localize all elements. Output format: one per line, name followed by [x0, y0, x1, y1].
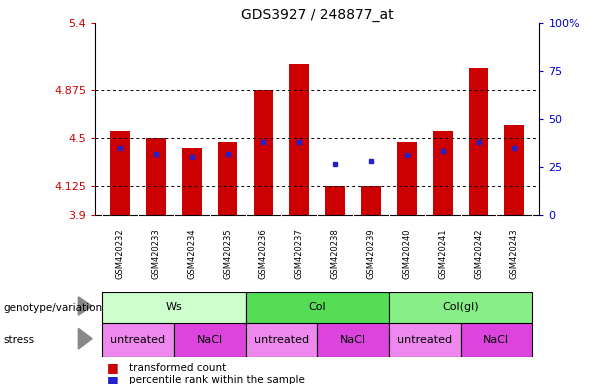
- Bar: [289, 64, 309, 215]
- Text: NaCl: NaCl: [484, 335, 509, 345]
- Bar: [102, 323, 174, 357]
- Text: ■: ■: [107, 361, 119, 374]
- Text: untreated: untreated: [110, 335, 166, 345]
- Bar: [254, 90, 273, 215]
- Text: GSM420238: GSM420238: [330, 228, 340, 279]
- Title: GDS3927 / 248877_at: GDS3927 / 248877_at: [241, 8, 394, 22]
- Text: NaCl: NaCl: [197, 335, 223, 345]
- Bar: [389, 292, 532, 323]
- Bar: [318, 323, 389, 357]
- Text: GSM420241: GSM420241: [438, 228, 447, 279]
- Text: GSM420236: GSM420236: [259, 228, 268, 279]
- Text: GSM420237: GSM420237: [295, 228, 304, 279]
- Text: NaCl: NaCl: [340, 335, 366, 345]
- Bar: [182, 149, 202, 215]
- Text: GSM420243: GSM420243: [510, 228, 519, 279]
- Bar: [504, 126, 524, 215]
- Bar: [469, 68, 489, 215]
- Text: Col: Col: [308, 302, 326, 312]
- Text: GSM420233: GSM420233: [151, 228, 161, 279]
- Bar: [218, 142, 237, 215]
- Bar: [110, 131, 130, 215]
- Text: ■: ■: [107, 374, 119, 384]
- Bar: [361, 185, 381, 215]
- Text: Ws: Ws: [166, 302, 182, 312]
- Text: GSM420239: GSM420239: [367, 228, 376, 279]
- Text: GSM420235: GSM420235: [223, 228, 232, 279]
- Text: untreated: untreated: [254, 335, 309, 345]
- Text: transformed count: transformed count: [129, 363, 226, 373]
- Text: GSM420234: GSM420234: [188, 228, 196, 279]
- Bar: [460, 323, 532, 357]
- Text: stress: stress: [3, 335, 34, 345]
- Polygon shape: [78, 297, 92, 315]
- Bar: [433, 131, 452, 215]
- Polygon shape: [78, 328, 92, 349]
- Text: Col(gl): Col(gl): [442, 302, 479, 312]
- Text: untreated: untreated: [397, 335, 452, 345]
- Text: genotype/variation: genotype/variation: [3, 303, 102, 313]
- Bar: [102, 292, 246, 323]
- Text: percentile rank within the sample: percentile rank within the sample: [129, 375, 305, 384]
- Bar: [246, 292, 389, 323]
- Bar: [146, 138, 166, 215]
- Bar: [246, 323, 318, 357]
- Text: GSM420242: GSM420242: [474, 228, 483, 279]
- Text: GSM420232: GSM420232: [116, 228, 124, 279]
- Bar: [174, 323, 246, 357]
- Text: GSM420240: GSM420240: [402, 228, 411, 279]
- Bar: [389, 323, 460, 357]
- Bar: [326, 185, 345, 215]
- Bar: [397, 142, 417, 215]
